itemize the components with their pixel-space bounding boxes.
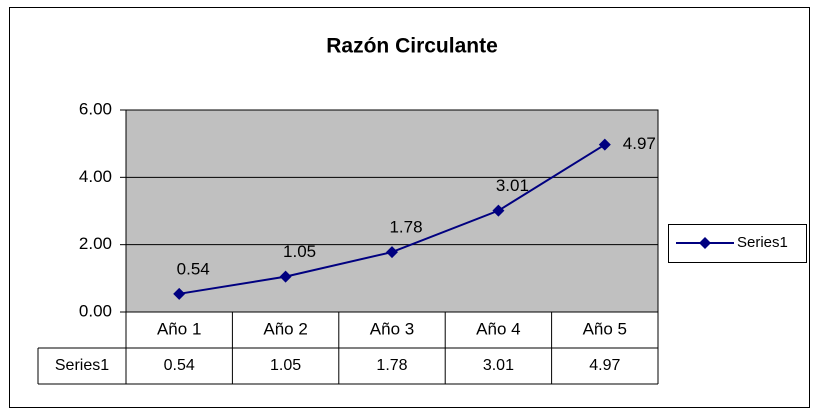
y-tick-label: 4.00: [79, 167, 112, 186]
data-label: 1.78: [389, 218, 422, 237]
chart-title: Razón Circulante: [326, 35, 498, 58]
x-tick-label: Año 1: [157, 319, 201, 338]
marker: [492, 204, 505, 217]
table-series-name: Series1: [55, 357, 109, 374]
legend-label: Series1: [737, 234, 788, 251]
table-value: 3.01: [483, 357, 514, 374]
marker: [173, 287, 186, 300]
legend-marker: [699, 237, 711, 249]
data-label: 1.05: [283, 242, 316, 261]
marker: [598, 138, 611, 151]
data-label: 4.97: [623, 134, 656, 153]
x-tick-label: Año 5: [583, 319, 627, 338]
data-label: 0.54: [177, 259, 210, 278]
table-value: 0.54: [164, 357, 195, 374]
y-tick-label: 2.00: [79, 234, 112, 253]
y-tick-label: 6.00: [79, 99, 112, 118]
y-tick-label: 0.00: [79, 301, 112, 320]
table-value: 4.97: [589, 357, 620, 374]
marker: [279, 270, 292, 283]
table-value: 1.05: [270, 357, 301, 374]
plot-area: [125, 109, 659, 313]
x-tick-label: Año 3: [370, 319, 414, 338]
marker: [386, 246, 398, 259]
x-tick-label: Año 2: [263, 319, 307, 338]
data-label: 3.01: [496, 176, 529, 195]
x-tick-label: Año 4: [476, 319, 520, 338]
table-value: 1.78: [376, 357, 407, 374]
